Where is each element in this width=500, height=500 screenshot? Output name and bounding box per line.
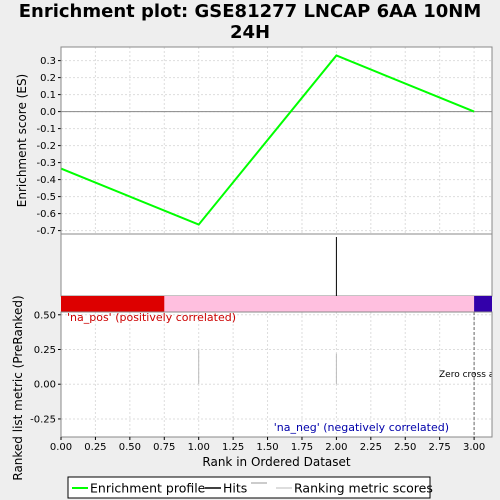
metric-y-tick-label: 0.50 — [34, 310, 56, 321]
legend-box — [67, 476, 431, 499]
legend-label-hits: Hits — [223, 481, 247, 496]
colorbar-mid — [61, 296, 492, 312]
label-positive: 'na_pos' (positively correlated) — [67, 311, 236, 324]
x-tick-label: 0.00 — [50, 442, 72, 453]
x-tick-label: 2.25 — [360, 442, 382, 453]
es-y-tick-label: -0.6 — [36, 209, 56, 220]
x-tick-label: 1.00 — [188, 442, 210, 453]
colorbar-neg — [474, 296, 492, 312]
x-axis-label: Rank in Ordered Dataset — [202, 455, 350, 469]
x-tick-label: 1.75 — [291, 442, 313, 453]
colorbar-pos — [61, 296, 165, 312]
metric-frame — [60, 311, 493, 438]
es-y-tick-label: 0.3 — [40, 56, 56, 67]
hits-plot-area — [60, 233, 493, 297]
metric-plot-area — [61, 312, 492, 437]
es-y-tick-label: -0.2 — [36, 141, 56, 152]
es-y-tick-label: -0.5 — [36, 192, 56, 203]
x-tick-label: 0.50 — [119, 442, 141, 453]
x-tick-label: 0.25 — [84, 442, 106, 453]
x-tick-label: 2.75 — [429, 442, 451, 453]
legend-label-es: Enrichment profile — [90, 481, 206, 496]
es-y-tick-label: 0.2 — [40, 73, 56, 84]
es-y-tick-label: -0.4 — [36, 175, 56, 186]
x-tick-label: 0.75 — [153, 442, 175, 453]
es-y-tick-label: -0.1 — [36, 124, 56, 135]
es-plot-area — [61, 47, 492, 234]
es-line — [60, 54, 475, 226]
x-tick-label: 1.50 — [256, 442, 278, 453]
metric-y-tick-label: -0.25 — [30, 414, 56, 425]
es-panel: 0.3 0.2 0.1 0.0 -0.1 -0.2 -0.3 -0.4 -0.5 -0.6 -0.7… — [15, 46, 493, 237]
es-y-tick-label: 0.0 — [40, 107, 56, 118]
es-y-tick-label: -0.3 — [36, 158, 56, 169]
hits-panel — [60, 233, 493, 312]
metric-panel: 0.50 0.25 0.00 -0.25 'na_pos' (positively co… — [11, 295, 500, 481]
es-y-label: Enrichment score (ES) — [15, 74, 29, 207]
label-negative: 'na_neg' (negatively correlated) — [274, 421, 449, 434]
label-clip — [492, 332, 500, 412]
x-tick-label: 2.00 — [325, 442, 347, 453]
chart-title: Enrichment plot: GSE81277 LNCAP 6AA 10NM… — [18, 1, 482, 43]
legend-label-metric: Ranking metric scores — [294, 481, 433, 496]
es-y-tick-label: -0.7 — [36, 226, 56, 237]
metric-y-label: Ranked list metric (PreRanked) — [11, 295, 25, 480]
x-tick-label: 3.00 — [463, 442, 485, 453]
x-tick-label: 1.25 — [222, 442, 244, 453]
metric-y-tick-label: 0.00 — [34, 380, 56, 391]
legend: Enrichment profile Hits Ranking metric sco… — [67, 476, 433, 499]
zero-cross-label: Zero cross at 3 — [439, 370, 500, 380]
es-y-tick-label: 0.1 — [40, 90, 56, 101]
metric-y-tick-label: 0.25 — [34, 345, 56, 356]
x-tick-label: 2.50 — [394, 442, 416, 453]
